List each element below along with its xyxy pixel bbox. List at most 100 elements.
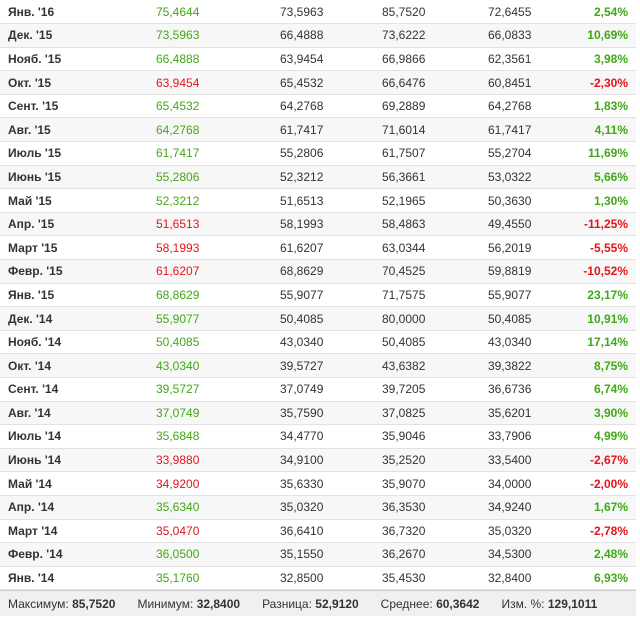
- date-cell: Авг. '15: [8, 122, 51, 137]
- table-row: Авг. '14 37,0749 35,7590 37,0825 35,6201 3,90…: [0, 401, 636, 425]
- change-cell: 10,91%: [587, 311, 628, 326]
- open-cell: 43,0340: [280, 335, 324, 350]
- price-history-table: Янв. '16 75,4644 73,5963 85,7520 72,6455 2,54…: [0, 4, 636, 590]
- low-cell: 55,2704: [488, 146, 532, 161]
- price-cell: 75,4644: [156, 4, 200, 19]
- open-cell: 51,6513: [280, 193, 324, 208]
- high-cell: 35,4530: [382, 571, 426, 586]
- open-cell: 58,1993: [280, 217, 324, 232]
- date-cell: Май '14: [8, 476, 52, 491]
- high-cell: 71,7575: [382, 287, 426, 302]
- open-cell: 39,5727: [280, 358, 324, 373]
- high-cell: 66,9866: [382, 51, 426, 66]
- open-cell: 66,4888: [280, 28, 324, 43]
- low-cell: 34,0000: [488, 476, 532, 491]
- price-cell: 63,9454: [156, 75, 200, 90]
- high-cell: 50,4085: [382, 335, 426, 350]
- low-cell: 33,7906: [488, 429, 532, 444]
- change-cell: -2,78%: [589, 523, 628, 538]
- open-cell: 36,6410: [280, 523, 324, 538]
- price-cell: 43,0340: [156, 358, 200, 373]
- table-row: Июль '14 35,6848 34,4770 35,9046 33,7906 4,99…: [0, 425, 636, 449]
- change-cell: 8,75%: [593, 358, 628, 373]
- date-cell: Дек. '15: [8, 28, 53, 43]
- change-cell: 1,30%: [593, 193, 628, 208]
- open-cell: 63,9454: [280, 51, 324, 66]
- low-cell: 34,5300: [488, 547, 532, 562]
- low-cell: 66,0833: [488, 28, 532, 43]
- price-cell: 36,0500: [156, 547, 200, 562]
- price-cell: 35,6848: [156, 429, 200, 444]
- open-cell: 35,1550: [280, 547, 324, 562]
- low-cell: 43,0340: [488, 335, 532, 350]
- open-cell: 35,0320: [280, 500, 324, 515]
- high-cell: 35,2520: [382, 453, 426, 468]
- change-cell: 6,74%: [593, 382, 628, 397]
- date-cell: Июль '14: [8, 429, 62, 444]
- high-cell: 36,2670: [382, 547, 426, 562]
- date-cell: Июнь '15: [8, 169, 62, 184]
- low-cell: 50,3630: [488, 193, 532, 208]
- table-row: Февр. '14 36,0500 35,1550 36,2670 34,5300 2,4…: [0, 542, 636, 567]
- summary-diff: Разница: 52,9120: [262, 596, 359, 611]
- change-cell: 23,17%: [587, 287, 628, 302]
- summary-footer: Максимум: 85,7520 Минимум: 32,8400 Разни…: [0, 590, 636, 617]
- date-cell: Авг. '14: [8, 405, 51, 420]
- change-cell: -10,52%: [583, 264, 628, 279]
- change-cell: 4,99%: [593, 429, 628, 444]
- open-cell: 68,8629: [280, 264, 324, 279]
- high-cell: 69,2889: [382, 99, 426, 114]
- date-cell: Май '15: [8, 193, 52, 208]
- summary-max: Максимум: 85,7520: [8, 596, 116, 611]
- table-row: Май '14 34,9200 35,6330 35,9070 34,0000 -2,00…: [0, 472, 636, 496]
- low-cell: 59,8819: [488, 264, 532, 279]
- table-row: Июнь '14 33,9880 34,9100 35,2520 33,5400 -2,6…: [0, 448, 636, 472]
- date-cell: Июнь '14: [8, 453, 62, 468]
- high-cell: 70,4525: [382, 264, 426, 279]
- change-cell: 3,90%: [593, 405, 628, 420]
- high-cell: 61,7507: [382, 146, 426, 161]
- date-cell: Сент. '15: [8, 99, 59, 114]
- date-cell: Янв. '14: [8, 571, 55, 586]
- low-cell: 55,9077: [488, 287, 532, 302]
- price-cell: 66,4888: [156, 51, 200, 66]
- table-row: Июль '15 61,7417 55,2806 61,7507 55,2704 11,6…: [0, 142, 636, 166]
- low-cell: 33,5400: [488, 453, 532, 468]
- change-cell: 1,83%: [593, 99, 628, 114]
- price-cell: 55,2806: [156, 169, 200, 184]
- table-row: Авг. '15 64,2768 61,7417 71,6014 61,7417 4,11…: [0, 117, 636, 142]
- table-row: Сент. '15 65,4532 64,2768 69,2889 64,2768 1,8…: [0, 94, 636, 118]
- open-cell: 52,3212: [280, 169, 324, 184]
- change-cell: 2,48%: [593, 547, 628, 562]
- price-cell: 35,6340: [156, 500, 200, 515]
- table-row: Дек. '15 73,5963 66,4888 73,6222 66,0833 10,6…: [0, 23, 636, 48]
- low-cell: 61,7417: [488, 122, 532, 137]
- date-cell: Нояб. '14: [8, 335, 62, 350]
- change-cell: 4,11%: [594, 122, 628, 137]
- low-cell: 56,2019: [488, 240, 532, 255]
- low-cell: 53,0322: [488, 169, 532, 184]
- low-cell: 62,3561: [488, 51, 532, 66]
- high-cell: 36,7320: [382, 523, 426, 538]
- price-cell: 39,5727: [156, 382, 200, 397]
- low-cell: 35,6201: [488, 405, 532, 420]
- change-cell: -2,67%: [589, 453, 628, 468]
- table-row: Июнь '15 55,2806 52,3212 56,3661 53,0322 5,66…: [0, 165, 636, 189]
- low-cell: 36,6736: [488, 382, 532, 397]
- date-cell: Февр. '15: [8, 264, 63, 279]
- price-cell: 35,1760: [156, 571, 200, 586]
- open-cell: 32,8500: [280, 571, 324, 586]
- table-row: Февр. '15 61,6207 68,8629 70,4525 59,8819 -10…: [0, 259, 636, 284]
- date-cell: Окт. '14: [8, 358, 52, 373]
- high-cell: 52,1965: [382, 193, 426, 208]
- price-cell: 73,5963: [156, 28, 200, 43]
- open-cell: 34,9100: [280, 453, 324, 468]
- date-cell: Март '14: [8, 523, 58, 538]
- table-row: Март '15 58,1993 61,6207 63,0344 56,2019 -5,5…: [0, 236, 636, 260]
- change-cell: -2,30%: [589, 75, 628, 90]
- high-cell: 71,6014: [382, 122, 426, 137]
- open-cell: 35,7590: [280, 405, 324, 420]
- high-cell: 66,6476: [382, 75, 426, 90]
- table-row: Май '15 52,3212 51,6513 52,1965 50,3630 1,30%: [0, 189, 636, 213]
- table-row: Окт. '15 63,9454 65,4532 66,6476 60,8451 -2,3…: [0, 70, 636, 95]
